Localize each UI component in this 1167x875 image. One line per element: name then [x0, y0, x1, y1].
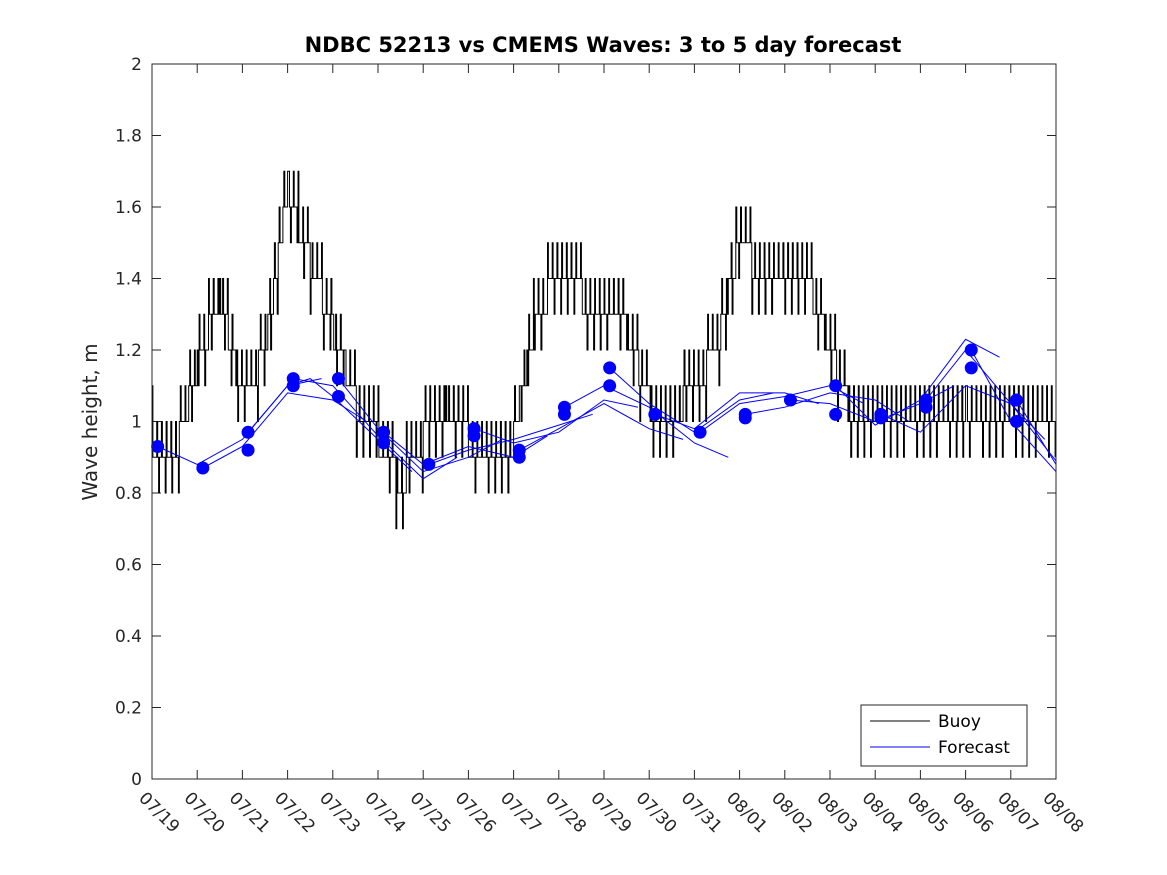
legend-box: [860, 704, 1028, 767]
x-tick-label: 07/20: [180, 788, 229, 837]
x-tick-label: 07/19: [134, 788, 183, 837]
forecast-marker: [241, 425, 255, 439]
forecast-marker: [241, 443, 255, 457]
plot-frame: [151, 63, 1057, 780]
forecast-marker: [286, 379, 300, 393]
x-tick-label: 07/27: [496, 788, 545, 837]
x-tick-label: 07/31: [677, 788, 726, 837]
y-axis-label: Wave height, m: [78, 343, 102, 500]
x-tick-label: 07/23: [315, 788, 364, 837]
x-tick-label: 08/05: [903, 788, 952, 837]
x-tick-label: 08/02: [767, 788, 816, 837]
y-axis: 0 0.2 0.4 0.6 0.8 1 1.2 1.4 1.6 1.8 2: [115, 55, 1056, 790]
y-tick-label: 2: [131, 55, 142, 75]
forecast-run-line: [293, 378, 458, 480]
forecast-marker: [196, 461, 210, 475]
forecast-markers: [151, 343, 1023, 475]
x-tick-label: 08/04: [858, 788, 907, 837]
forecast-marker: [829, 379, 843, 393]
forecast-marker: [377, 425, 391, 439]
x-tick-label: 07/25: [406, 788, 455, 837]
forecast-run-line: [745, 392, 910, 422]
x-tick-label: 08/03: [812, 788, 861, 837]
forecast-marker: [151, 440, 165, 454]
forecast-run-line: [654, 392, 819, 430]
forecast-marker: [1009, 415, 1023, 428]
x-tick-label: 07/30: [632, 788, 681, 837]
forecast-marker: [422, 457, 436, 471]
forecast-marker: [738, 411, 752, 425]
y-tick-label: 1.6: [115, 198, 142, 218]
x-tick-label: 08/01: [722, 788, 771, 837]
forecast-run-line: [473, 399, 639, 444]
x-tick-label: 08/06: [948, 788, 997, 837]
forecast-marker: [512, 450, 526, 464]
forecast-marker: [693, 425, 707, 439]
y-tick-label: 0: [131, 770, 142, 790]
series-layer: [152, 170, 1057, 530]
legend-label-buoy: Buoy: [938, 712, 981, 732]
forecast-marker: [964, 343, 978, 357]
forecast-marker: [648, 407, 662, 421]
x-tick-label: 07/22: [270, 788, 319, 837]
buoy-series-line: [152, 170, 1056, 530]
y-tick-label: 1.2: [115, 341, 142, 361]
forecast-marker: [603, 361, 617, 375]
legend-label-forecast: Forecast: [938, 738, 1010, 758]
forecast-marker: [919, 400, 933, 414]
y-tick-label: 0.4: [115, 627, 142, 647]
y-tick-label: 0.2: [115, 699, 142, 719]
chart-title: NDBC 52213 vs CMEMS Waves: 3 to 5 day fo…: [305, 33, 902, 57]
forecast-marker: [874, 411, 888, 425]
forecast-marker: [331, 389, 345, 403]
forecast-marker: [377, 436, 391, 450]
x-tick-label: 07/26: [451, 788, 500, 837]
forecast-run-line: [925, 349, 1057, 462]
y-tick-label: 1: [131, 413, 142, 433]
forecast-marker: [964, 361, 978, 375]
forecast-marker: [603, 379, 617, 393]
forecast-marker: [829, 407, 843, 421]
x-tick-label: 08/08: [1038, 788, 1087, 837]
y-tick-label: 1.4: [115, 270, 142, 290]
forecast-run-line: [1016, 399, 1057, 465]
y-tick-label: 0.6: [115, 556, 142, 576]
legend: Buoy Forecast: [860, 704, 1028, 767]
forecast-marker: [331, 372, 345, 386]
x-tick-label: 07/29: [586, 788, 635, 837]
forecast-marker: [467, 429, 481, 443]
x-tick-label: 07/21: [225, 788, 274, 837]
forecast-run-line: [338, 378, 503, 473]
forecast-marker: [1009, 393, 1023, 407]
forecast-run-line: [519, 403, 684, 451]
forecast-run-line: [564, 385, 729, 458]
forecast-marker: [557, 407, 571, 421]
axes-frame: [151, 63, 1057, 780]
y-tick-label: 1.8: [115, 127, 142, 147]
x-tick-label: 07/28: [541, 788, 590, 837]
x-tick-label: 07/24: [360, 788, 409, 837]
x-tick-label: 08/07: [993, 788, 1042, 837]
y-tick-label: 0.8: [115, 484, 142, 504]
forecast-marker: [783, 393, 797, 407]
forecast-run-line: [880, 385, 1046, 440]
forecast-run-line: [428, 413, 593, 465]
